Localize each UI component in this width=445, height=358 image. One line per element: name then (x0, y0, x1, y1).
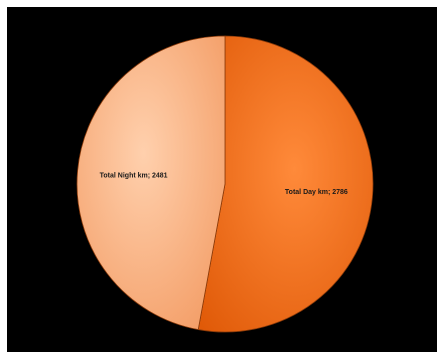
pie-slice-total-night-km (76, 35, 226, 331)
data-label-total-night-km: Total Night km; 2481 (100, 173, 168, 180)
chart-panel: Total Day km; 2786 Total Night km; 2481 (7, 7, 437, 352)
data-label-total-day-km: Total Day km; 2786 (285, 189, 348, 196)
pie-slice-total-day-km (197, 35, 374, 333)
pie-chart: Total Day km; 2786 Total Night km; 2481 (76, 35, 374, 333)
